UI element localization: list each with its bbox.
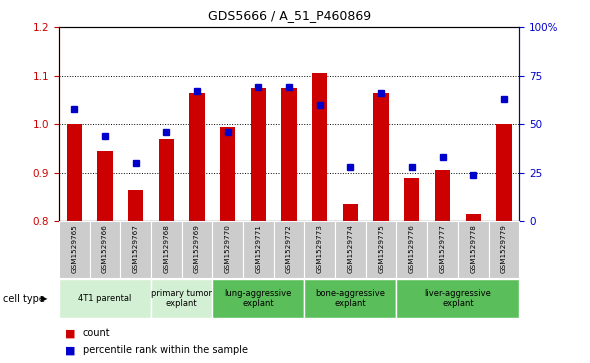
Text: GSM1529765: GSM1529765 (71, 224, 77, 273)
Text: GSM1529774: GSM1529774 (348, 224, 353, 273)
Bar (466, 214, 481, 221)
Bar (396, 280, 519, 318)
Text: GSM1529775: GSM1529775 (378, 224, 384, 273)
Text: primary tumor
explant: primary tumor explant (151, 289, 212, 308)
Bar (243, 221, 274, 278)
Text: GSM1529778: GSM1529778 (470, 224, 476, 273)
Text: GSM1529772: GSM1529772 (286, 224, 292, 273)
Bar (90, 221, 120, 278)
Text: ▶: ▶ (41, 294, 48, 303)
Text: count: count (83, 328, 110, 338)
Text: GSM1529766: GSM1529766 (102, 224, 108, 273)
Bar (251, 88, 266, 221)
Text: GSM1529767: GSM1529767 (133, 224, 139, 273)
Text: percentile rank within the sample: percentile rank within the sample (83, 345, 248, 355)
Bar (489, 221, 519, 278)
Bar (496, 124, 512, 221)
Bar (396, 221, 427, 278)
Bar (182, 221, 212, 278)
Bar (67, 124, 82, 221)
Text: cell type: cell type (3, 294, 45, 303)
Bar (373, 93, 389, 221)
Text: GSM1529777: GSM1529777 (440, 224, 445, 273)
Text: GSM1529768: GSM1529768 (163, 224, 169, 273)
Bar (366, 221, 396, 278)
Bar (335, 221, 366, 278)
Bar (312, 73, 327, 221)
Bar (59, 280, 151, 318)
Text: GSM1529771: GSM1529771 (255, 224, 261, 273)
Text: bone-aggressive
explant: bone-aggressive explant (316, 289, 385, 308)
Bar (404, 178, 419, 221)
Bar (220, 127, 235, 221)
Bar (212, 280, 304, 318)
Text: ■: ■ (65, 345, 76, 355)
Bar (59, 221, 90, 278)
Bar (281, 88, 297, 221)
Bar (343, 204, 358, 221)
Bar (97, 151, 113, 221)
Text: liver-aggressive
explant: liver-aggressive explant (424, 289, 491, 308)
Bar (159, 139, 174, 221)
Text: GSM1529776: GSM1529776 (409, 224, 415, 273)
Bar (435, 171, 450, 221)
Text: GSM1529769: GSM1529769 (194, 224, 200, 273)
Text: GSM1529773: GSM1529773 (317, 224, 323, 273)
Text: ■: ■ (65, 328, 76, 338)
Bar (151, 221, 182, 278)
Text: GDS5666 / A_51_P460869: GDS5666 / A_51_P460869 (208, 9, 371, 22)
Bar (304, 280, 396, 318)
Bar (189, 93, 205, 221)
Text: 4T1 parental: 4T1 parental (78, 294, 132, 303)
Text: GSM1529779: GSM1529779 (501, 224, 507, 273)
Text: lung-aggressive
explant: lung-aggressive explant (225, 289, 292, 308)
Bar (128, 190, 143, 221)
Bar (274, 221, 304, 278)
Bar (120, 221, 151, 278)
Bar (427, 221, 458, 278)
Text: GSM1529770: GSM1529770 (225, 224, 231, 273)
Bar (304, 221, 335, 278)
Bar (458, 221, 489, 278)
Bar (212, 221, 243, 278)
Bar (151, 280, 212, 318)
